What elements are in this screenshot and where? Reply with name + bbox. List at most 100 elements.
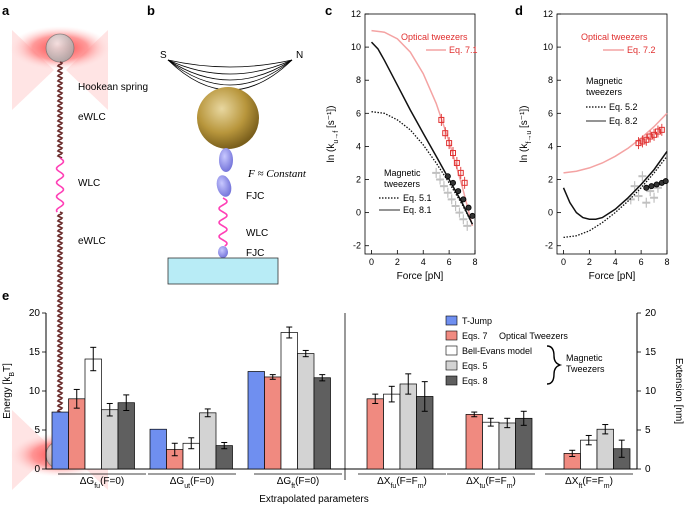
bar-eqs-8-2 <box>313 377 331 470</box>
panel-d-red-point-2 <box>643 136 650 143</box>
bar-eqs-5-2 <box>297 353 315 470</box>
panel-e-group-label-2: ΔGft(F=0) <box>277 476 320 490</box>
group-label-arg: (F=F <box>582 476 603 487</box>
legend-swatch-tjump <box>445 315 458 326</box>
group-label-argsub: m <box>507 483 513 490</box>
group-label-argend: ) <box>424 476 427 487</box>
panel-e-left-tick-label-0: 0 <box>34 464 40 475</box>
legend-bell: Bell-Evans model <box>462 346 532 356</box>
panel-e-group-label-0: ΔGfu(F=0) <box>80 476 124 490</box>
panel-d-mag-eq2: Eq. 8.2 <box>609 116 638 126</box>
panel-c-black-point-2 <box>455 188 462 195</box>
group-label-sub: fu <box>390 483 396 490</box>
group-label-argend: ) <box>610 476 613 487</box>
panel-d-black-point-0 <box>643 184 650 191</box>
panel-d-xtick-label-2: 4 <box>613 257 618 267</box>
bar-t-jump-0 <box>51 411 69 470</box>
panel-c-red-point-6 <box>461 179 468 186</box>
panel-c-ylabel: ln (ku→f [s⁻¹]) <box>326 105 340 162</box>
legend-optical: Optical Tweezers <box>499 331 568 341</box>
legend-eq7: Eqs. 7 <box>462 331 488 341</box>
panel-d-magnetic-title: Magnetic <box>586 76 623 86</box>
panel-d-ytick-label-7: 12 <box>543 9 553 19</box>
magnet-north-label: N <box>296 50 303 61</box>
panel-c-red-point-3 <box>450 150 456 157</box>
group-label-arg: (F=0) <box>190 476 214 487</box>
panel-e-xlabel: Extrapolated parameters <box>259 494 369 505</box>
panel-e-left-tick-label-3: 15 <box>29 347 41 358</box>
panel-c-xtick-label-2: 4 <box>421 257 426 267</box>
panel-d-ylabel-main: ln (k <box>519 143 530 163</box>
panel-c-mag-eq1: Eq. 5.1 <box>403 193 432 203</box>
panel-d-red-point-4 <box>651 131 658 138</box>
panel-d-curve-eq-7-2 <box>563 112 668 174</box>
bar-eqs-8-0 <box>117 402 135 470</box>
panel-c-ytick-label-4: 6 <box>356 108 361 118</box>
panel-e-ylabel-left-end: T] <box>2 363 13 372</box>
panel-d-ytick-label-4: 6 <box>548 108 553 118</box>
label-ewlc-top: eWLC <box>78 112 106 123</box>
label-fjc-bottom: FJC <box>246 248 264 259</box>
panel-c-optical-eq: Eq. 7.1 <box>449 45 478 55</box>
panel-d-curve-eq-8-2 <box>562 150 668 220</box>
panel-c-ytick-label-3: 4 <box>356 141 361 151</box>
panel-e-right-tick-label-3: 15 <box>645 347 657 358</box>
group-label-sub: ft <box>291 483 295 490</box>
panel-d-magnetic-title2: tweezers <box>586 87 623 97</box>
label-fjc-top: FJC <box>246 191 264 202</box>
panel-e-legend: T-Jump Eqs. 7 Optical Tweezers Bell-Evan… <box>445 315 605 386</box>
glass-surface <box>167 257 279 285</box>
panel-d-red-point-1 <box>639 138 646 145</box>
label-wlc-b: WLC <box>246 228 268 239</box>
bar-eqs-5-1 <box>199 412 217 470</box>
panel-d-ylabel-unit: [s⁻¹]) <box>519 105 530 130</box>
panel-c-curves <box>370 29 476 231</box>
legend-magnetic2: Tweezers <box>566 364 605 374</box>
magnetic-field-lines <box>167 59 293 91</box>
label-ewlc-bottom: eWLC <box>78 236 106 247</box>
bar-bell-evans-model-4 <box>482 421 500 470</box>
panel-d: d -2 0 2 4 6 8 10 12 0 2 4 6 8 Optical tweezers Eq. … <box>515 3 670 282</box>
panel-c-red-point-2 <box>446 140 453 147</box>
panel-d-letter: d <box>515 3 523 18</box>
panel-e-ylabel-left-sub: B <box>9 372 16 377</box>
legend-swatch-eq5 <box>445 360 458 371</box>
panel-c-ytick-label-6: 10 <box>351 42 361 52</box>
panel-d-mag-eq1: Eq. 5.2 <box>609 102 638 112</box>
legend-tjump: T-Jump <box>462 316 492 326</box>
panel-e-ylabel-left: Energy [kBT] <box>2 363 16 419</box>
panel-e-ylabel-left-main: Energy [k <box>2 376 13 419</box>
panel-d-black-point-4 <box>662 178 669 185</box>
panel-c-ticks: -2 0 2 4 6 8 10 12 0 2 4 6 8 <box>351 9 478 267</box>
panel-d-ylabel-sub: f→u <box>526 131 533 144</box>
group-label-arg: (F=0) <box>295 476 319 487</box>
panel-c-ylabel-unit: [s⁻¹]) <box>326 105 337 130</box>
dna-handle-top <box>56 61 64 159</box>
bar-eqs-7-3 <box>366 398 384 470</box>
panel-c-magnetic-title: Magnetic <box>384 168 421 178</box>
group-label-main: ΔX <box>377 476 391 487</box>
group-label-main: ΔG <box>170 476 185 487</box>
panel-d-ticks: -2 0 2 4 6 8 10 12 0 2 4 6 8 <box>543 9 670 267</box>
panel-c-ylabel-main: ln (k <box>326 143 337 163</box>
panel-d-black-point-1 <box>648 183 655 190</box>
panel-e-right-tick-label-1: 5 <box>645 425 651 436</box>
fjc-top-element-1 <box>219 148 233 172</box>
bar-eqs-5-0 <box>101 409 119 470</box>
panel-d-ytick-label-0: -2 <box>545 241 553 251</box>
label-hookean-spring: Hookean spring <box>78 82 148 93</box>
magnet-south-label: S <box>160 50 167 61</box>
panel-a-letter: a <box>2 3 10 18</box>
bar-bell-evans-model-2 <box>280 332 298 470</box>
bar-eqs-7-4 <box>465 414 483 470</box>
panel-d-red-point-0 <box>635 140 642 147</box>
bar-eqs-5-3 <box>399 383 417 470</box>
panel-e-group-label-5: ΔXft(F=Fm) <box>565 476 613 490</box>
legend-swatch-eq8 <box>445 375 458 386</box>
panel-e-right-tick-label-2: 10 <box>645 386 657 397</box>
fjc-top-element-2 <box>216 175 232 197</box>
panel-c-ytick-label-7: 12 <box>351 9 361 19</box>
panel-e-left-tick-label-1: 5 <box>34 425 40 436</box>
panel-c-ytick-label-2: 2 <box>356 175 361 185</box>
